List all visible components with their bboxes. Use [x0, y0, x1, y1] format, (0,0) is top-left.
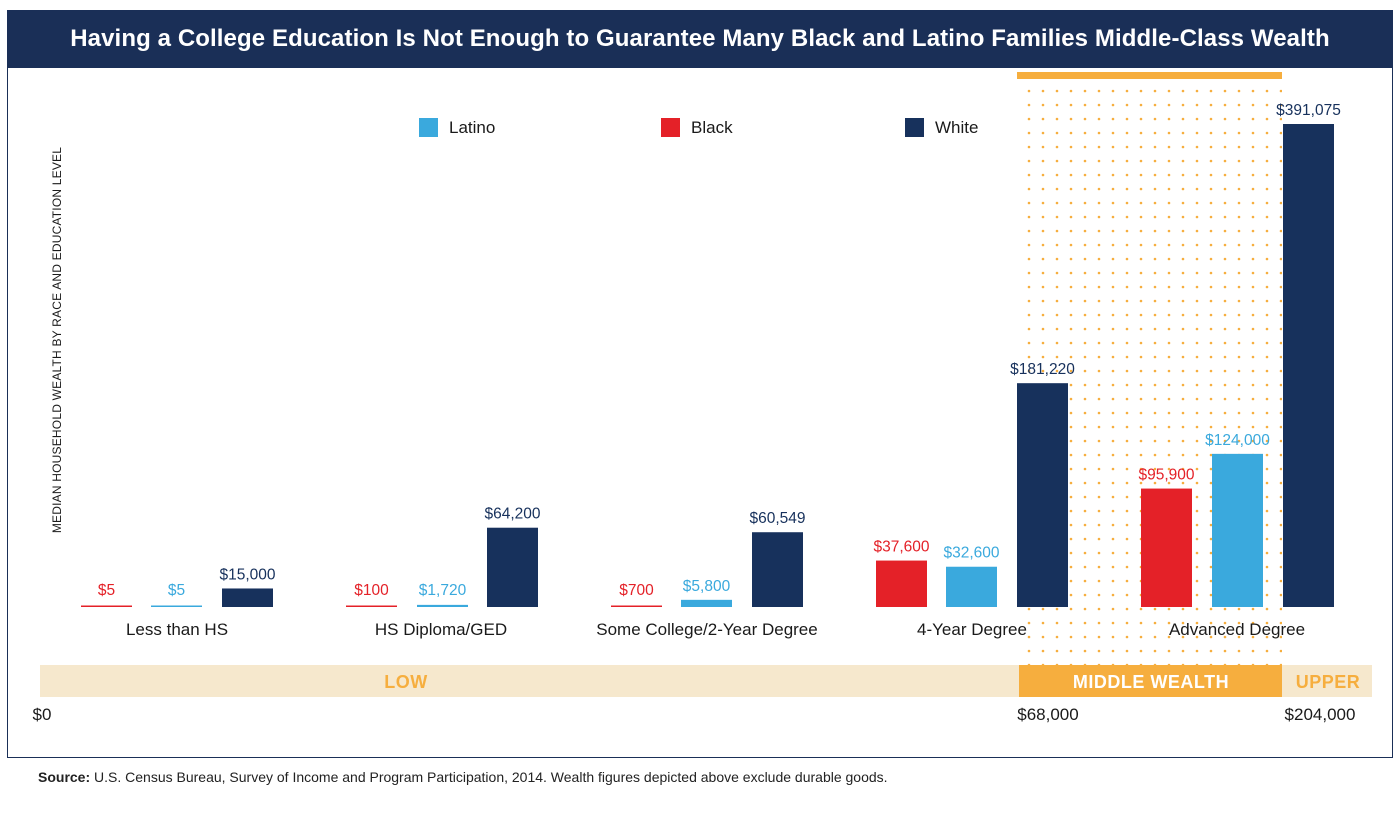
value-label-some-college-2-year-degree-latino: $5,800	[683, 578, 731, 595]
band-label-low: LOW	[384, 672, 428, 692]
value-label-some-college-2-year-degree-black: $700	[619, 582, 654, 599]
value-label-4-year-degree-black: $37,600	[873, 539, 929, 556]
bar-4-year-degree-latino	[946, 566, 997, 607]
source-note: Source: U.S. Census Bureau, Survey of In…	[38, 769, 888, 785]
legend-swatch-latino	[419, 118, 438, 137]
value-label-advanced-degree-black: $95,900	[1138, 467, 1194, 484]
bar-some-college-2-year-degree-black	[611, 605, 662, 607]
bar-advanced-degree-white	[1283, 124, 1334, 607]
bar-advanced-degree-black	[1141, 488, 1192, 607]
legend-label-white: White	[935, 118, 978, 137]
value-label-less-than-hs-black: $5	[98, 582, 115, 599]
bar-hs-diploma-ged-latino	[417, 604, 468, 607]
value-label-less-than-hs-white: $15,000	[219, 566, 275, 583]
tick-label-0: $0	[33, 705, 52, 724]
value-label-some-college-2-year-degree-white: $60,549	[749, 510, 805, 527]
value-label-4-year-degree-latino: $32,600	[943, 545, 999, 562]
category-label-4-year-degree: 4-Year Degree	[917, 620, 1027, 639]
source-text: U.S. Census Bureau, Survey of Income and…	[90, 769, 888, 785]
legend-swatch-black	[661, 118, 680, 137]
tick-label-68-000: $68,000	[1017, 705, 1078, 724]
category-label-advanced-degree: Advanced Degree	[1169, 620, 1305, 639]
value-label-4-year-degree-white: $181,220	[1010, 361, 1075, 378]
tick-label-204-000: $204,000	[1285, 705, 1356, 724]
category-label-some-college-2-year-degree: Some College/2-Year Degree	[596, 620, 817, 639]
value-label-less-than-hs-latino: $5	[168, 582, 185, 599]
bar-less-than-hs-black	[81, 605, 132, 607]
y-axis-label: MEDIAN HOUSEHOLD WEALTH BY RACE AND EDUC…	[50, 147, 64, 533]
category-label-less-than-hs: Less than HS	[126, 620, 228, 639]
bar-some-college-2-year-degree-white	[752, 532, 803, 607]
value-label-hs-diploma-ged-black: $100	[354, 582, 389, 599]
value-label-hs-diploma-ged-latino: $1,720	[419, 582, 467, 599]
bar-4-year-degree-black	[876, 560, 927, 607]
bar-some-college-2-year-degree-latino	[681, 599, 732, 607]
legend-label-latino: Latino	[449, 118, 495, 137]
source-label: Source:	[38, 769, 91, 785]
bar-advanced-degree-latino	[1212, 453, 1263, 607]
legend-label-black: Black	[691, 118, 733, 137]
chart-title: Having a College Education Is Not Enough…	[70, 25, 1330, 52]
value-label-advanced-degree-latino: $124,000	[1205, 432, 1270, 449]
value-label-hs-diploma-ged-white: $64,200	[484, 506, 540, 523]
title-bar: Having a College Education Is Not Enough…	[7, 10, 1393, 68]
band-label-upper: UPPER	[1296, 672, 1361, 692]
bar-4-year-degree-white	[1017, 383, 1068, 607]
middle-wealth-band	[1019, 665, 1282, 697]
middle-wealth-top-bar	[1017, 72, 1282, 79]
category-label-hs-diploma-ged: HS Diploma/GED	[375, 620, 507, 639]
bar-hs-diploma-ged-black	[346, 605, 397, 607]
band-label-middle-wealth: MIDDLE WEALTH	[1073, 672, 1229, 692]
bar-less-than-hs-white	[222, 588, 273, 607]
bar-less-than-hs-latino	[151, 605, 202, 607]
value-label-advanced-degree-white: $391,075	[1276, 102, 1341, 119]
legend-swatch-white	[905, 118, 924, 137]
bar-hs-diploma-ged-white	[487, 527, 538, 607]
